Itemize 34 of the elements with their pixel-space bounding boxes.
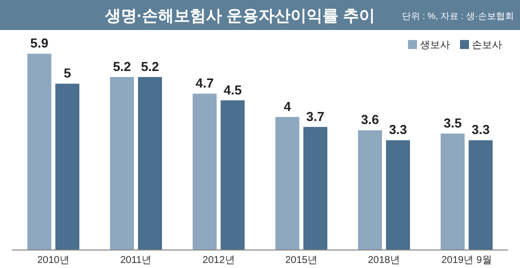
data-label: 3.6: [360, 112, 380, 128]
chart-title: 생명·손해보험사 운용자산이익률 추이: [104, 8, 376, 25]
data-label: 3.5: [444, 116, 462, 131]
bar: [303, 126, 328, 250]
x-tick-label: 2011년: [120, 255, 152, 266]
data-label: 3.7: [306, 108, 324, 124]
bar: [386, 140, 410, 250]
data-label: 4.5: [224, 82, 242, 98]
text: 단위 : %, 자료 : 생·손보협회: [402, 11, 514, 21]
data-label: 3.3: [472, 122, 490, 138]
x-tick-label: 2018년: [368, 255, 400, 266]
bar: [440, 134, 465, 250]
bar: [275, 116, 300, 250]
x-tick-label: 2012년: [202, 255, 235, 266]
bar: [220, 100, 245, 250]
bar: [55, 84, 80, 250]
legend-label: 생보사: [420, 40, 450, 51]
data-label: 3.3: [388, 122, 408, 138]
x-tick-label: 2019년 9월: [441, 255, 492, 266]
data-label: 5.9: [30, 36, 48, 51]
bar: [27, 54, 52, 250]
bar: [358, 130, 382, 250]
bar: [192, 94, 217, 250]
data-label: 4.7: [196, 76, 214, 91]
legend-label: 손보사: [472, 40, 502, 51]
bar: [138, 77, 162, 250]
x-tick-label: 2015년: [285, 255, 318, 266]
data-label: 5: [64, 66, 71, 81]
x-tick-label: 2010년: [37, 255, 70, 266]
data-label: 4: [284, 98, 292, 114]
bar: [468, 140, 493, 250]
data-label: 5.2: [112, 59, 132, 74]
data-label: 5.2: [140, 59, 160, 74]
bar: [110, 77, 134, 250]
